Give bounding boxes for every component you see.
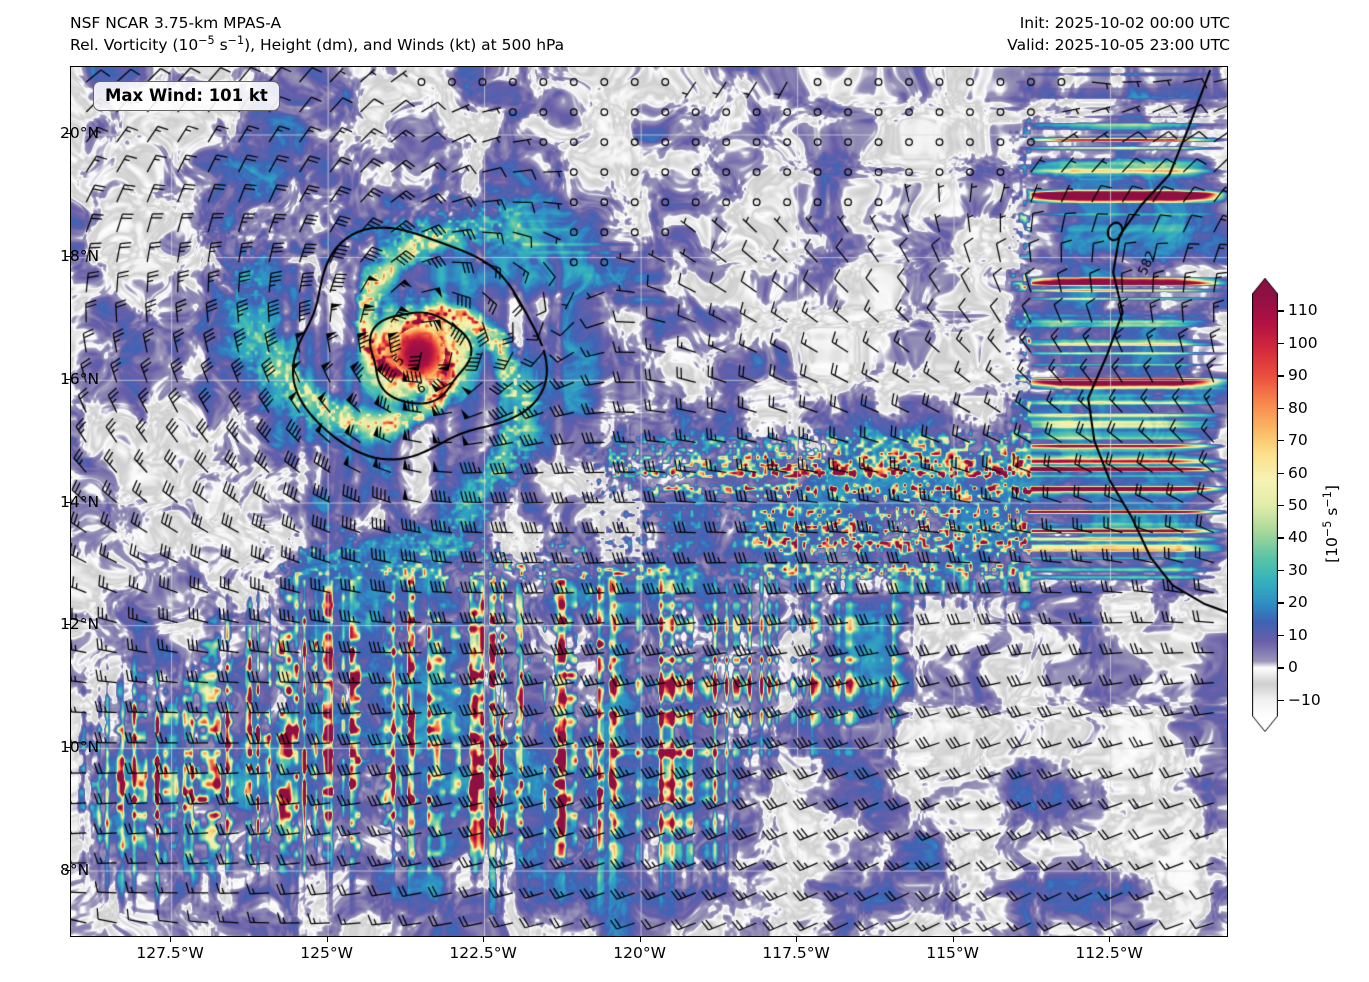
init-time: Init: 2025-10-02 00:00 UTC xyxy=(1019,14,1230,32)
x-tick-mark xyxy=(1109,937,1111,942)
y-tick-label: 20°N xyxy=(60,124,100,143)
y-tick-label: 16°N xyxy=(60,369,100,388)
colorbar-tick-label: 50 xyxy=(1288,496,1308,514)
figure-header-right: Init: 2025-10-02 00:00 UTC Valid: 2025-1… xyxy=(1007,12,1230,56)
figure-header-left: NSF NCAR 3.75-km MPAS-A Rel. Vorticity (… xyxy=(70,12,564,56)
y-tick-mark xyxy=(65,746,70,748)
colorbar-tick-mark xyxy=(1278,440,1284,442)
colorbar-tick-mark xyxy=(1278,310,1284,312)
y-tick-mark xyxy=(65,869,70,871)
y-tick-label: 14°N xyxy=(60,492,100,511)
colorbar-tick-label: 70 xyxy=(1288,431,1308,450)
colorbar-tick-mark xyxy=(1278,537,1284,539)
colorbar-tick-mark xyxy=(1278,407,1284,409)
map-plot-area[interactable]: Max Wind: 101 kt xyxy=(70,66,1228,937)
colorbar-tick-label: 90 xyxy=(1288,366,1308,385)
y-tick-mark xyxy=(65,133,70,135)
colorbar-tick-label: 10 xyxy=(1288,625,1308,644)
colorbar-tick-label: 30 xyxy=(1288,560,1308,579)
x-tick-mark xyxy=(326,937,328,942)
colorbar-tick-label: 20 xyxy=(1288,593,1308,612)
colorbar-tick-mark xyxy=(1278,699,1284,702)
x-tick-label: 112.5°W xyxy=(1075,944,1143,962)
colorbar-gradient xyxy=(1252,278,1278,732)
x-tick-label: 125°W xyxy=(300,944,353,962)
x-tick-mark xyxy=(170,937,172,942)
colorbar-tick-label: 60 xyxy=(1288,463,1308,482)
x-tick-label: 120°W xyxy=(613,944,666,962)
x-tick-mark xyxy=(639,937,641,942)
vorticity-field-canvas xyxy=(71,67,1227,936)
y-tick-label: 10°N xyxy=(60,737,100,756)
colorbar-tick-label: 110 xyxy=(1288,301,1318,320)
colorbar-axis-label: [10−5 s−1] xyxy=(1320,485,1341,563)
y-tick-mark xyxy=(65,624,70,626)
colorbar-tick-label: 80 xyxy=(1288,398,1308,417)
colorbar-tick-mark xyxy=(1278,472,1284,474)
x-tick-mark xyxy=(952,937,954,942)
colorbar xyxy=(1252,278,1278,732)
x-tick-label: 127.5°W xyxy=(136,944,204,962)
y-tick-label: 12°N xyxy=(60,615,100,634)
x-tick-mark xyxy=(796,937,798,942)
colorbar-tick-label: 40 xyxy=(1288,528,1308,547)
colorbar-tick-mark xyxy=(1278,667,1284,669)
y-tick-mark xyxy=(65,256,70,258)
colorbar-tick-label: −10 xyxy=(1288,690,1321,709)
colorbar-tick-mark xyxy=(1278,505,1284,507)
y-tick-label: 8°N xyxy=(60,860,90,879)
colorbar-tick-label: 100 xyxy=(1288,333,1318,352)
colorbar-tick-mark xyxy=(1278,342,1284,345)
colorbar-tick-mark xyxy=(1278,375,1284,377)
colorbar-tick-mark xyxy=(1278,602,1284,604)
colorbar-tick-mark xyxy=(1278,569,1284,572)
x-tick-mark xyxy=(483,937,485,942)
x-tick-label: 117.5°W xyxy=(762,944,830,962)
model-title: NSF NCAR 3.75-km MPAS-A xyxy=(70,14,282,32)
colorbar-tick-mark xyxy=(1278,634,1284,637)
x-tick-label: 115°W xyxy=(926,944,979,962)
max-wind-annotation: Max Wind: 101 kt xyxy=(93,81,280,111)
y-tick-label: 18°N xyxy=(60,247,100,266)
valid-time: Valid: 2025-10-05 23:00 UTC xyxy=(1007,36,1230,54)
colorbar-tick-label: 0 xyxy=(1288,658,1298,677)
field-title: Rel. Vorticity (10−5 s−1), Height (dm), … xyxy=(70,33,565,54)
y-tick-mark xyxy=(65,501,70,503)
y-tick-mark xyxy=(65,378,70,380)
x-tick-label: 122.5°W xyxy=(449,944,517,962)
